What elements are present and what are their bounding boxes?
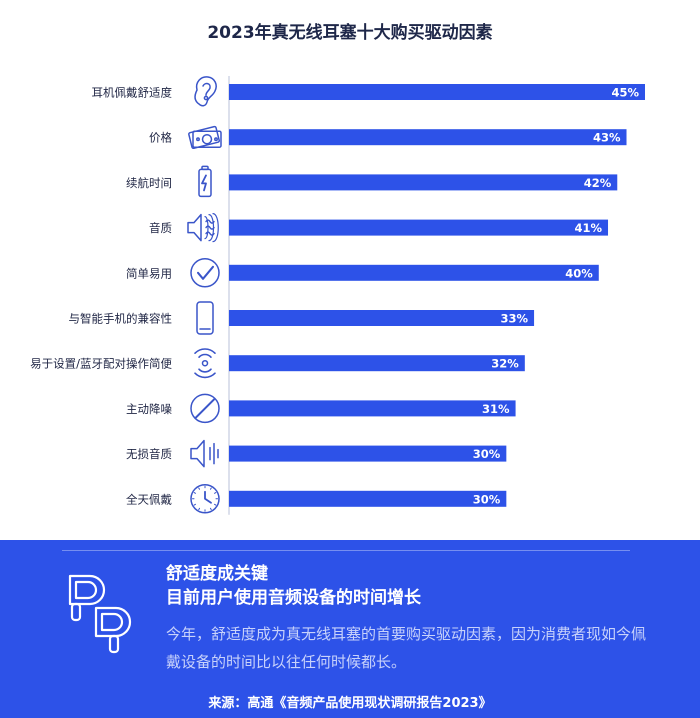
no-noise-icon <box>190 393 220 424</box>
category-label: 主动降噪 <box>126 402 172 416</box>
bar-value-label: 43% <box>593 131 621 145</box>
smartphone-icon <box>196 301 214 335</box>
category-label: 与智能手机的兼容性 <box>69 312 173 326</box>
checkmark-icon <box>190 258 220 288</box>
bar-value-label: 42% <box>584 176 612 190</box>
bar <box>229 490 507 507</box>
money-icon <box>188 125 222 150</box>
bar-value-label: 33% <box>501 312 529 326</box>
info-panel: 舒适度成关键 目前用户使用音频设备的时间增长 今年，舒适度成为真无线耳塞的首要购… <box>0 540 700 718</box>
bar <box>229 174 618 191</box>
category-label: 耳机佩戴舒适度 <box>92 86 173 100</box>
clock-icon <box>190 484 220 514</box>
bar <box>229 84 645 100</box>
battery-icon <box>198 165 212 198</box>
bar <box>229 219 609 236</box>
bar-value-label: 41% <box>574 221 602 235</box>
bar-value-label: 45% <box>611 86 639 100</box>
bar <box>229 400 516 417</box>
bar-chart: 耳机佩戴舒适度 45% 价格 43% 续航时间 42% 音质 41% 简单易用 40% 与智能手机的… <box>30 76 645 515</box>
speaker-sound-icon <box>190 439 219 468</box>
category-label: 音质 <box>149 221 172 235</box>
bar-value-label: 30% <box>473 492 501 506</box>
earbuds-icon <box>68 574 132 654</box>
bar-value-label: 32% <box>491 357 519 371</box>
bar <box>229 355 525 372</box>
category-label: 续航时间 <box>126 176 172 190</box>
panel-headline: 舒适度成关键 目前用户使用音频设备的时间增长 <box>166 562 421 610</box>
category-label: 无损音质 <box>126 447 172 461</box>
bar <box>229 129 627 146</box>
headline-line-2: 目前用户使用音频设备的时间增长 <box>166 588 421 608</box>
category-label: 易于设置/蓝牙配对操作简便 <box>30 357 172 371</box>
bar <box>229 310 535 326</box>
source-note: 来源：高通《音频产品使用现状调研报告2023》 <box>208 696 492 711</box>
bar-value-label: 30% <box>473 447 501 461</box>
panel-body-text: 今年，舒适度成为真无线耳塞的首要购买驱动因素，因为消费者现如今佩戴设备的时间比以… <box>166 625 647 671</box>
bar-value-label: 40% <box>565 266 593 280</box>
wireless-signal-icon <box>194 348 216 379</box>
category-label: 简单易用 <box>126 266 172 280</box>
ear-icon <box>194 76 217 107</box>
bar-value-label: 31% <box>482 402 510 416</box>
category-label: 全天佩戴 <box>126 492 172 506</box>
bar <box>229 445 507 462</box>
headline-line-1: 舒适度成关键 <box>166 564 268 584</box>
bar <box>229 264 599 281</box>
chart-title: 2023年真无线耳塞十大购买驱动因素 <box>207 23 493 43</box>
divider <box>62 550 630 551</box>
category-label: 价格 <box>149 131 172 145</box>
speaker-wave-icon <box>187 213 219 243</box>
